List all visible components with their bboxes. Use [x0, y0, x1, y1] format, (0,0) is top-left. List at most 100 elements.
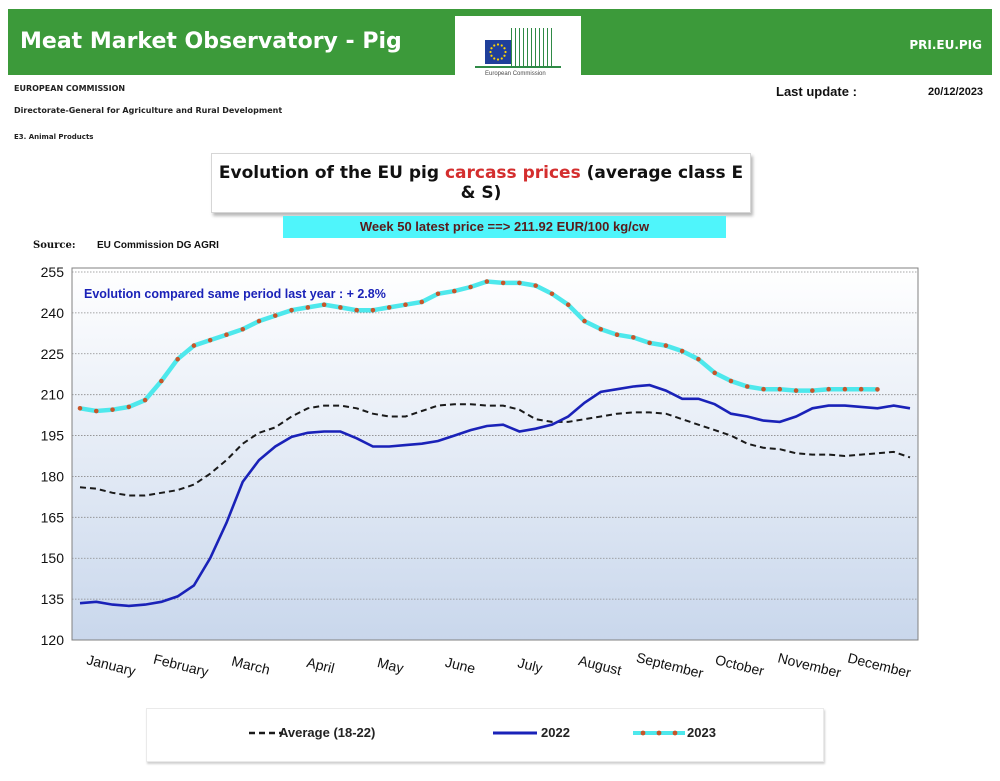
x-tick-label: September — [635, 649, 706, 681]
latest-price-text: Week 50 latest price ==> 211.92 EUR/100 … — [359, 219, 650, 234]
series-point-2023 — [110, 407, 115, 412]
berlaymont-building-icon — [511, 28, 555, 66]
series-point-2023 — [696, 356, 701, 362]
series-point-2023 — [744, 384, 750, 389]
series-line-average — [79, 403, 911, 497]
series-point-2023 — [631, 335, 636, 340]
y-tick-label: 240 — [41, 305, 65, 321]
chart-title-highlight: carcass prices — [444, 163, 581, 183]
series-point-2023 — [614, 332, 620, 337]
series-point-2023 — [435, 291, 441, 297]
series-point-2023 — [159, 378, 164, 384]
series-line-2023 — [79, 279, 878, 414]
y-tick-label: 225 — [41, 346, 65, 362]
series-point-2023 — [826, 386, 831, 392]
x-tick-label: December — [846, 650, 913, 681]
source-label: Source: — [33, 240, 76, 251]
series-point-2023 — [191, 343, 197, 348]
series-point-2023 — [533, 283, 538, 288]
last-update-value: 20/12/2023 — [928, 86, 984, 98]
series-point-2023 — [468, 284, 473, 290]
series-point-2023 — [761, 386, 766, 392]
organization-name: EUROPEAN COMMISSION — [14, 84, 126, 93]
x-tick-label: August — [577, 652, 623, 678]
y-tick-label: 255 — [41, 264, 65, 280]
series-point-2023 — [419, 299, 425, 305]
yoy-annotation: Evolution compared same period last year… — [84, 287, 386, 301]
site-code: PRI.EU.PIG — [909, 38, 982, 52]
x-tick-label: February — [152, 651, 210, 680]
x-tick-label: January — [85, 651, 137, 679]
y-tick-label: 180 — [41, 468, 65, 484]
series-layer — [77, 279, 911, 608]
y-tick-label: 150 — [41, 550, 65, 566]
logo-base-line — [475, 66, 561, 68]
series-point-2023 — [663, 343, 669, 348]
x-tick-label: June — [444, 654, 478, 677]
series-point-2023 — [500, 280, 506, 286]
series-point-2023 — [126, 404, 132, 410]
chart-legend: Average (18-22) 2022 2023 — [146, 708, 824, 762]
chart-title-box: Evolution of the EU pig carcass prices (… — [211, 153, 751, 213]
series-point-2023 — [565, 302, 571, 308]
series-point-2023 — [793, 388, 799, 393]
logo-caption: European Commission — [485, 71, 546, 77]
legend-swatch-2022 — [493, 731, 537, 735]
series-point-2023 — [679, 348, 685, 354]
series-point-2023 — [354, 307, 359, 313]
page-title: Meat Market Observatory - Pig — [20, 29, 402, 54]
eu-commission-logo: European Commission — [455, 16, 581, 96]
series-point-2023 — [240, 326, 246, 332]
series-point-2023 — [452, 288, 457, 294]
x-tick-label: November — [776, 650, 843, 681]
x-tick-label: April — [305, 654, 336, 676]
series-point-2023 — [712, 370, 718, 376]
legend-swatch-average — [249, 731, 283, 735]
series-point-2023 — [875, 387, 880, 392]
directorate-name: Directorate-General for Agriculture and … — [14, 106, 283, 115]
series-point-2023 — [207, 337, 213, 343]
legend-swatch-2023 — [633, 730, 685, 736]
y-tick-label: 120 — [41, 632, 65, 648]
source-value: EU Commission DG AGRI — [97, 240, 219, 251]
series-point-2023 — [289, 307, 294, 313]
series-point-2023 — [842, 386, 848, 392]
series-point-2023 — [77, 405, 83, 411]
series-point-2023 — [93, 408, 99, 414]
y-tick-label: 165 — [41, 509, 65, 525]
legend-label-2023: 2023 — [687, 725, 716, 740]
last-update-label: Last update : — [776, 84, 857, 99]
series-point-2023 — [370, 307, 376, 313]
series-point-2023 — [728, 378, 734, 384]
unit-name: E3. Animal Products — [14, 133, 94, 141]
series-point-2023 — [484, 279, 490, 284]
y-tick-label: 135 — [41, 591, 65, 607]
chart-title: Evolution of the EU pig carcass prices (… — [218, 163, 744, 203]
series-point-2023 — [224, 332, 229, 337]
series-point-2023 — [810, 388, 815, 393]
series-point-2023 — [142, 397, 148, 403]
series-point-2023 — [403, 302, 408, 308]
series-line-2022 — [79, 383, 911, 608]
eu-stars-icon — [489, 43, 507, 61]
y-tick-label: 195 — [41, 428, 65, 444]
x-tick-label: October — [714, 651, 767, 679]
legend-label-2022: 2022 — [541, 725, 570, 740]
series-point-2023 — [338, 305, 343, 310]
x-axis-ticks: January February March April May June July Augu… — [85, 649, 913, 681]
x-tick-label: May — [376, 654, 406, 676]
series-point-2023 — [305, 305, 311, 310]
series-point-2023 — [858, 386, 864, 392]
series-point-2023 — [549, 291, 555, 297]
series-point-2023 — [175, 356, 180, 362]
series-point-2023 — [256, 318, 262, 324]
series-point-2023 — [582, 318, 587, 324]
series-point-2023 — [517, 280, 522, 286]
legend-label-average: Average (18-22) — [279, 725, 376, 740]
plot-area — [71, 267, 919, 641]
series-point-2023 — [272, 313, 278, 318]
series-point-2023 — [777, 386, 783, 392]
series-point-2023 — [321, 302, 327, 308]
y-axis-ticks: 120 135 150 165 180 195 210 225 240 255 — [41, 264, 65, 648]
y-tick-label: 210 — [41, 387, 65, 403]
